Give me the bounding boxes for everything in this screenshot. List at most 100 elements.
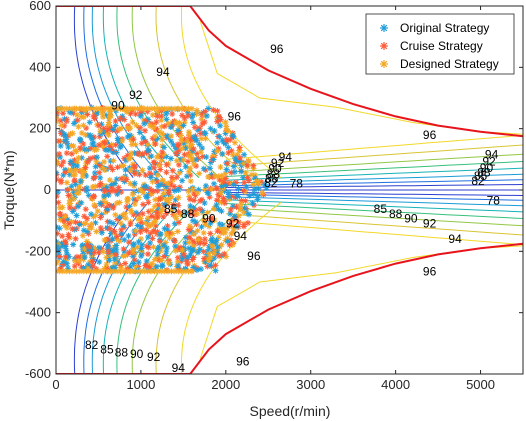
data-point [222, 140, 229, 147]
data-point [113, 242, 120, 249]
contour-label: 94 [448, 232, 462, 246]
data-point [62, 169, 69, 176]
torque-limit-line [56, 242, 523, 374]
data-point [186, 131, 193, 138]
efficiency-contour [180, 6, 282, 179]
data-point [120, 253, 127, 260]
data-point [223, 166, 230, 173]
data-point [124, 195, 131, 202]
data-point [100, 248, 107, 255]
data-point [100, 125, 107, 132]
data-point [74, 111, 81, 118]
data-point [173, 174, 180, 181]
data-point [236, 154, 243, 161]
data-point [118, 226, 125, 233]
contour-label: 85 [374, 202, 388, 216]
data-point [214, 148, 221, 155]
data-point [187, 196, 194, 203]
data-point [224, 238, 231, 245]
data-point [189, 217, 196, 224]
data-point [170, 201, 177, 208]
data-point [189, 111, 196, 118]
data-point [187, 210, 194, 217]
data-point [201, 129, 208, 136]
data-point [135, 259, 142, 266]
data-point [232, 155, 239, 162]
data-point [241, 221, 248, 228]
data-point [130, 242, 137, 249]
data-point [161, 225, 168, 232]
data-point [69, 225, 76, 232]
data-point [91, 146, 98, 153]
data-point [202, 258, 209, 265]
data-point [160, 253, 167, 260]
data-point [181, 151, 188, 158]
data-point [241, 151, 248, 158]
data-point [190, 231, 197, 238]
contour-label: 90 [404, 212, 418, 226]
data-point [137, 113, 144, 120]
data-point [104, 153, 111, 160]
data-point [155, 245, 162, 252]
data-point [112, 117, 119, 124]
data-point [125, 232, 132, 239]
data-point [107, 188, 114, 195]
legend: Original Strategy Cruise Strategy Designed… [365, 13, 515, 75]
data-point [210, 156, 217, 163]
data-point [72, 147, 79, 154]
contour-label: 90 [130, 347, 144, 361]
data-point [93, 228, 100, 235]
data-point [81, 213, 88, 220]
efficiency-contour [225, 207, 523, 227]
data-point [105, 147, 112, 154]
data-point [145, 199, 152, 206]
data-point [175, 219, 182, 226]
data-point [184, 138, 191, 145]
data-point [189, 256, 196, 263]
data-point [112, 211, 119, 218]
data-point [227, 206, 234, 213]
data-point [201, 200, 208, 207]
data-point [173, 157, 180, 164]
data-point [249, 200, 256, 207]
data-point [114, 135, 121, 142]
contour-label: 88 [115, 346, 129, 360]
data-point [57, 142, 64, 149]
contour-label: 85 [265, 172, 279, 186]
data-point [241, 205, 248, 212]
data-point [70, 241, 77, 248]
data-point [233, 223, 240, 230]
data-point [143, 193, 150, 200]
data-point [238, 168, 245, 175]
data-point [101, 187, 108, 194]
data-point [148, 213, 155, 220]
data-point [157, 195, 164, 202]
data-point [71, 167, 78, 174]
data-point [56, 253, 63, 260]
data-point [226, 222, 233, 229]
data-point [250, 162, 257, 169]
data-point [110, 157, 117, 164]
data-point [207, 125, 214, 132]
data-point [194, 189, 201, 196]
data-point [107, 219, 114, 226]
data-point [154, 214, 161, 221]
data-point [238, 200, 245, 207]
data-point [96, 182, 103, 189]
data-point [106, 177, 113, 184]
data-point [210, 180, 217, 187]
data-point [131, 180, 138, 187]
data-point [56, 150, 63, 157]
data-point [69, 208, 76, 215]
data-point [182, 163, 189, 170]
data-point [63, 150, 70, 157]
data-point [171, 237, 178, 244]
data-point [217, 164, 224, 171]
contour-label: 82 [264, 176, 278, 190]
data-point [216, 220, 223, 227]
data-point [175, 161, 182, 168]
data-point [207, 230, 214, 237]
contour-label: 85 [164, 202, 178, 216]
efficiency-contour [91, 6, 164, 179]
legend-label: Designed Strategy [400, 57, 499, 71]
